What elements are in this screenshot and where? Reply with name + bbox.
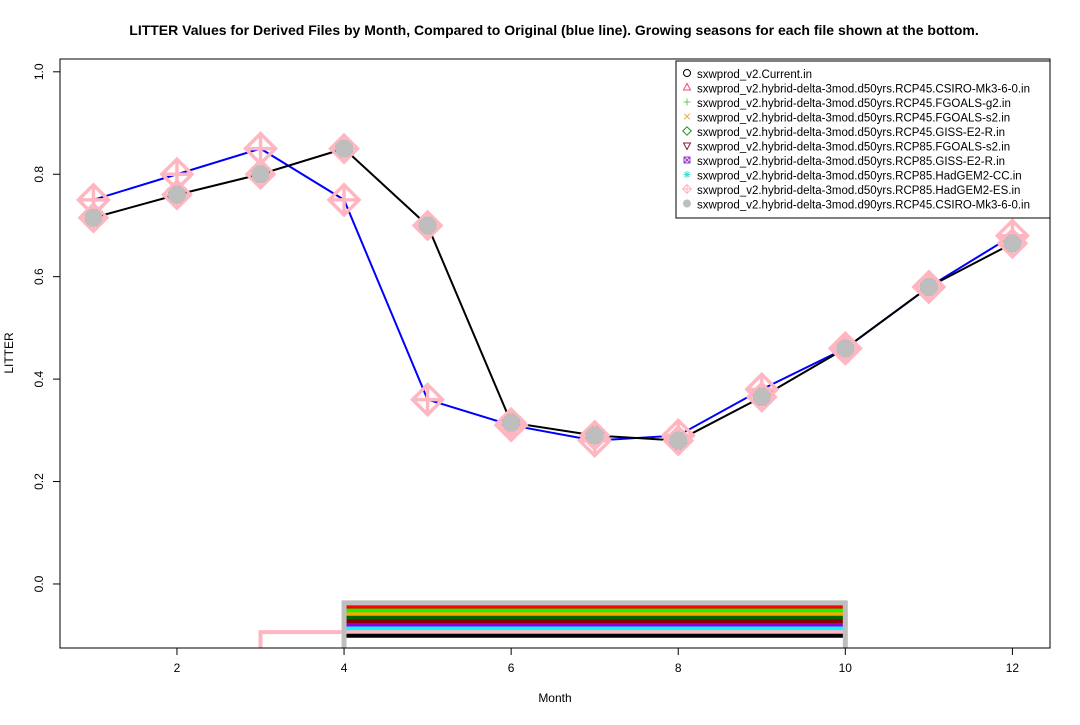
legend-entry-label: sxwprod_v2.hybrid-delta-3mod.d50yrs.RCP8… [697,142,1010,154]
y-tick-label: 0.8 [32,166,46,183]
legend-entry-label: sxwprod_v2.hybrid-delta-3mod.d50yrs.RCP4… [697,84,1030,96]
derived-point-marker [335,139,354,158]
legend-symbol [683,171,691,178]
y-tick-label: 0.2 [32,473,46,490]
derived-point-marker [752,388,771,407]
legend-entry-label: sxwprod_v2.Current.in [697,69,812,81]
legend-box [675,60,1051,219]
x-tick-label: 8 [675,661,682,675]
legend-entry-label: sxwprod_v2.hybrid-delta-3mod.d50yrs.RCP4… [697,98,1011,110]
derived-point-marker [418,216,437,235]
derived-series-line [93,147,1013,442]
legend-symbol [681,183,693,195]
chart-title: LITTER Values for Derived Files by Month… [129,22,978,38]
legend-symbol [683,113,691,120]
legend-symbol [682,126,692,136]
legend-symbol [683,156,691,164]
legend-entry-label: sxwprod_v2.hybrid-delta-3mod.d50yrs.RCP8… [697,185,1020,197]
x-tick-label: 2 [174,661,181,675]
original-point-marker [326,182,362,218]
legend-entry-label: sxwprod_v2.hybrid-delta-3mod.d50yrs.RCP4… [697,113,1010,125]
y-tick-label: 0.6 [32,268,46,285]
original-point-marker [410,382,446,418]
x-tick-label: 12 [1006,661,1020,675]
growing-season-bar [342,633,848,648]
legend-symbol [683,199,691,208]
y-axis: 0.0 0.2 0.4 0.6 0.8 1.0 [32,63,61,592]
x-tick-label: 10 [839,661,853,675]
derived-point-marker [251,165,270,184]
legend-entry-label: sxwprod_v2.hybrid-delta-3mod.d90yrs.RCP4… [697,200,1030,212]
y-axis-label: LITTER [2,332,16,374]
derived-point-marker [84,208,103,227]
legend-symbol [683,98,691,106]
x-axis: 2 4 6 8 10 12 [174,647,1020,675]
derived-point-marker [836,339,855,358]
derived-point-marker [585,426,604,445]
derived-point-marker [919,277,938,296]
y-tick-label: 1.0 [32,63,46,80]
y-tick-label: 0.0 [32,575,46,592]
x-tick-label: 6 [508,661,515,675]
legend-symbol [682,82,692,91]
x-tick-label: 4 [341,661,348,675]
original-growing-season-line [258,630,345,648]
series-lines [93,147,1013,442]
derived-point-marker [669,431,688,450]
y-tick-label: 0.4 [32,370,46,387]
legend-entry-label: sxwprod_v2.hybrid-delta-3mod.d50yrs.RCP8… [697,156,1005,168]
legend: sxwprod_v2.Current.in sxwprod_v2.hybrid-d… [675,60,1051,219]
legend-symbol [683,69,691,77]
x-axis-label: Month [538,691,571,705]
growing-season-bars [258,600,848,648]
derived-point-marker [502,413,521,432]
series-points [75,131,1030,459]
derived-point-marker [1003,234,1022,253]
legend-entry-label: sxwprod_v2.hybrid-delta-3mod.d50yrs.RCP4… [697,127,1005,139]
legend-entry-label: sxwprod_v2.hybrid-delta-3mod.d50yrs.RCP8… [697,171,1022,183]
growing-season-outline [341,600,848,648]
derived-point-marker [167,185,186,204]
legend-symbol [682,142,692,151]
